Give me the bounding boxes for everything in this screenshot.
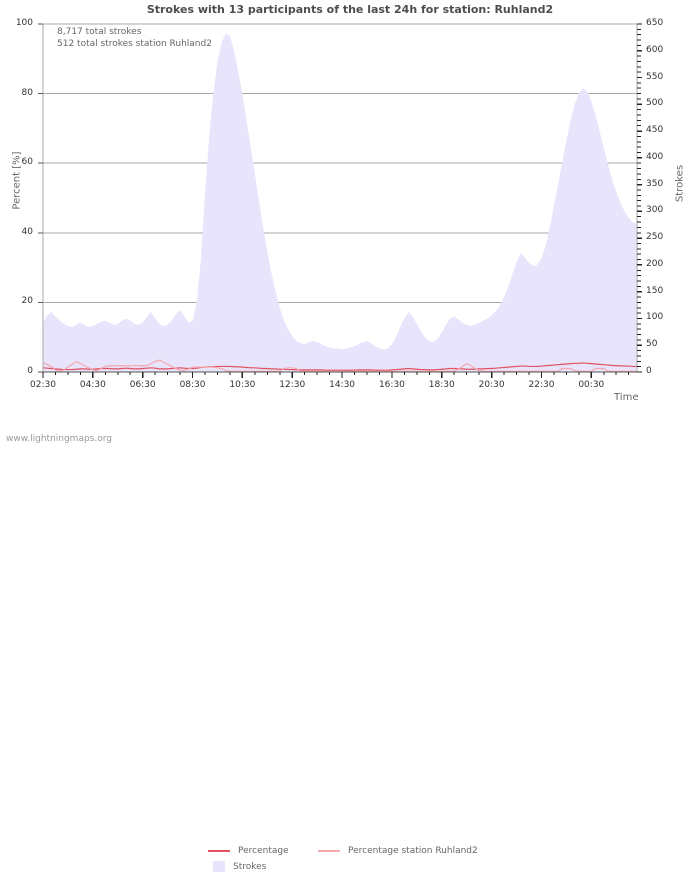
y-axis-right-tick-label: 50 <box>646 339 658 350</box>
y-axis-right-tick-label: 0 <box>646 366 652 376</box>
x-axis-tick-label: 18:30 <box>428 380 455 390</box>
x-axis-tick-label: 22:30 <box>528 380 555 390</box>
annotation-station-strokes: 512 total strokes station Ruhland2 <box>57 39 212 49</box>
x-axis-tick-label: 14:30 <box>329 380 356 390</box>
y-axis-right-tick-label: 500 <box>646 98 664 109</box>
x-axis-tick-label: 16:30 <box>378 380 405 390</box>
legend-item-label: Percentage <box>238 846 289 856</box>
legend-item-label: Strokes <box>233 861 267 872</box>
y-axis-left-tick-label: 60 <box>21 157 33 168</box>
y-axis-right-tick-label: 300 <box>646 205 664 216</box>
x-axis-tick-label: 08:30 <box>179 380 206 390</box>
legend-area-swatch <box>213 861 225 872</box>
y-axis-right-tick-label: 250 <box>646 232 664 243</box>
legend-item[interactable]: Percentage <box>208 846 289 856</box>
y-axis-right-tick-label: 400 <box>646 151 664 162</box>
x-axis-tick-label: 04:30 <box>79 380 106 390</box>
y-axis-right-tick-label: 450 <box>646 125 664 136</box>
x-axis-title: Time <box>614 392 639 403</box>
x-axis-tick-label: 20:30 <box>478 380 505 390</box>
legend-line-swatch <box>208 850 230 852</box>
legend-line-swatch <box>318 850 340 852</box>
x-axis-tick-label: 06:30 <box>129 380 156 390</box>
legend-item[interactable]: Percentage station Ruhland2 <box>318 846 478 856</box>
y-axis-right-tick-label: 650 <box>646 18 664 28</box>
annotation-total-strokes: 8,717 total strokes <box>57 27 142 37</box>
y-axis-left-tick-label: 0 <box>27 366 33 376</box>
chart-container: Strokes with 13 participants of the last… <box>6 3 686 872</box>
y-axis-right-tick-label: 200 <box>646 258 664 269</box>
y-axis-right-tick-label: 100 <box>646 312 664 323</box>
y-axis-right-tick-label: 550 <box>646 71 664 82</box>
y-axis-right-tick-label: 150 <box>646 285 664 296</box>
plot-area <box>38 23 642 378</box>
y-axis-left-tick-label: 80 <box>21 87 33 98</box>
x-axis-tick-label: 12:30 <box>279 380 306 390</box>
y-axis-left-tick-label: 20 <box>21 296 33 307</box>
y-axis-left-tick-label: 100 <box>15 18 33 28</box>
percentage-line-series <box>42 362 637 371</box>
strokes-area-series <box>43 33 637 372</box>
y-axis-left-title: Percent [%] <box>11 151 23 210</box>
y-axis-right-tick-label: 350 <box>646 178 664 189</box>
percentage-station-line-series <box>42 359 637 372</box>
chart-title: Strokes with 13 participants of the last… <box>146 3 554 16</box>
x-axis-tick-label: 02:30 <box>30 380 56 390</box>
x-axis-tick-label: 10:30 <box>229 380 256 390</box>
y-axis-left-tick-label: 40 <box>21 226 33 237</box>
legend-item-label: Percentage station Ruhland2 <box>348 846 478 856</box>
footer-watermark: www.lightningmaps.org <box>6 434 112 444</box>
x-axis-tick-label: 00:30 <box>578 380 605 390</box>
y-axis-right-tick-label: 600 <box>646 44 664 55</box>
legend-item[interactable]: Strokes <box>208 861 266 872</box>
